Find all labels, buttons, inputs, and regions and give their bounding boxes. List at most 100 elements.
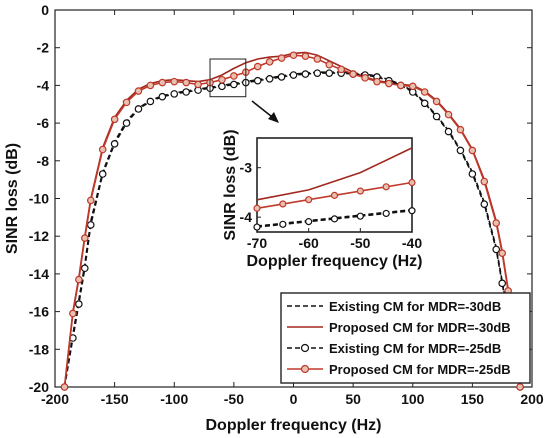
series-3-point <box>480 200 489 208</box>
series-3-point <box>122 119 131 127</box>
series-4-point <box>122 98 131 107</box>
legend-box <box>280 292 531 384</box>
series-4-point <box>98 145 107 154</box>
series-4-point <box>337 65 346 74</box>
inset-x-tick-label: -50 <box>350 235 370 251</box>
series-4-point <box>301 52 310 60</box>
legend: Existing CM for MDR=-30dB Proposed CM for… <box>280 292 531 384</box>
series-4-point <box>432 97 441 106</box>
series-4-point <box>361 74 369 82</box>
legend-entry-label: Proposed CM for MDR=-25dB <box>329 362 511 377</box>
series-4-point <box>218 75 226 84</box>
inset-series-4-point <box>382 183 390 191</box>
inset-series-4-point <box>279 200 287 208</box>
series-4-point <box>397 81 405 90</box>
y-tick-label: 0 <box>41 2 49 18</box>
inset-series-3-point <box>330 215 339 223</box>
series-4-point <box>492 219 501 227</box>
series-3-point <box>289 71 298 79</box>
series-3-point <box>75 300 83 308</box>
series-3-point <box>146 97 155 106</box>
series-4-point <box>75 275 83 284</box>
inset-y-tick-label: -3 <box>240 160 253 176</box>
inset-series-4-point <box>305 196 313 204</box>
x-tick-label: 0 <box>290 391 298 407</box>
series-3-point <box>230 80 238 89</box>
y-tick-label: -16 <box>29 304 49 320</box>
series-3-point <box>301 70 310 78</box>
x-tick-label: -100 <box>160 391 188 407</box>
x-tick-label: 50 <box>345 391 361 407</box>
y-tick-label: -20 <box>29 379 49 395</box>
series-3-point <box>86 221 95 229</box>
y-tick-label: -2 <box>37 40 50 56</box>
inset-plot-area: -70 -60 -50 -40 -3 -4 Doppler frequency (Hz) SI… <box>222 129 423 270</box>
series-3-point <box>265 75 274 83</box>
series-4-point <box>86 196 95 205</box>
inset-x-tick-label: -60 <box>299 235 319 251</box>
series-3-point <box>498 279 506 288</box>
series-4-point <box>253 62 262 71</box>
series-4-point <box>444 110 453 119</box>
inset-series-3-point <box>253 223 261 231</box>
inset-series-3-point <box>279 220 287 228</box>
y-axis-label: SINR loss (dB) <box>4 143 21 254</box>
series-3-point <box>158 92 167 101</box>
series-3-point <box>170 90 179 98</box>
series-3-point <box>313 69 322 77</box>
legend-entry-label: Existing CM for MDR=-25dB <box>329 341 501 356</box>
inset-series-4-point <box>253 204 261 212</box>
inset-series-3-point <box>356 212 364 220</box>
series-4-point <box>289 51 298 60</box>
series-4-point <box>182 78 190 87</box>
series-3-point <box>325 69 334 77</box>
zoom-rectangle <box>209 58 247 98</box>
y-tick-label: -18 <box>29 341 49 357</box>
legend-entry-label: Existing CM for MDR=-30dB <box>329 299 501 314</box>
y-tick-label: -4 <box>37 77 50 93</box>
series-4-point <box>325 60 334 69</box>
series-4-point <box>468 146 477 155</box>
series-3-point <box>182 88 190 96</box>
series-3-point <box>420 99 429 108</box>
series-4-point <box>69 309 77 318</box>
inset-series-4-point <box>330 191 339 199</box>
x-tick-label: 150 <box>461 391 485 407</box>
series-3-point <box>444 127 453 136</box>
series-4-point <box>480 177 489 186</box>
y-tick-label: -8 <box>37 153 50 169</box>
inset-y-axis-label: SINR loss (dB) <box>222 129 239 240</box>
inset-x-axis-label: Doppler frequency (Hz) <box>246 253 422 270</box>
inset-series-3-point <box>408 207 416 215</box>
series-4-point <box>420 88 429 96</box>
inset-series-4-point <box>408 178 416 187</box>
inset-x-tick-label: -70 <box>247 235 267 251</box>
series-4-point <box>373 77 381 86</box>
inset-y-tick-label: -4 <box>240 209 253 225</box>
series-4-point <box>385 79 393 88</box>
series-3-point <box>253 76 262 85</box>
series-4-point <box>265 58 274 66</box>
series-4-point <box>170 77 179 86</box>
series-4-point <box>498 249 506 257</box>
legend-swatch-marker <box>300 343 310 353</box>
series-4-point <box>408 82 417 91</box>
series-3-point <box>468 170 477 178</box>
x-tick-label: -50 <box>224 391 244 407</box>
series-3-point <box>277 73 286 81</box>
x-axis-label: Doppler frequency (Hz) <box>205 417 381 434</box>
zoom-arrow-head <box>268 112 279 123</box>
y-tick-label: -14 <box>29 266 49 282</box>
inset-x-tick-label: -40 <box>402 235 422 251</box>
inset-series-2-line <box>256 147 413 201</box>
series-4-point <box>134 87 143 95</box>
y-tick-label: -6 <box>37 115 50 131</box>
series-3-point <box>134 105 143 113</box>
y-tick-label: -12 <box>29 228 49 244</box>
series-4-point <box>158 78 167 87</box>
series-3-point <box>110 140 119 148</box>
series-4-point <box>349 70 357 78</box>
series-4-point <box>516 383 524 391</box>
series-4-point <box>110 115 119 124</box>
